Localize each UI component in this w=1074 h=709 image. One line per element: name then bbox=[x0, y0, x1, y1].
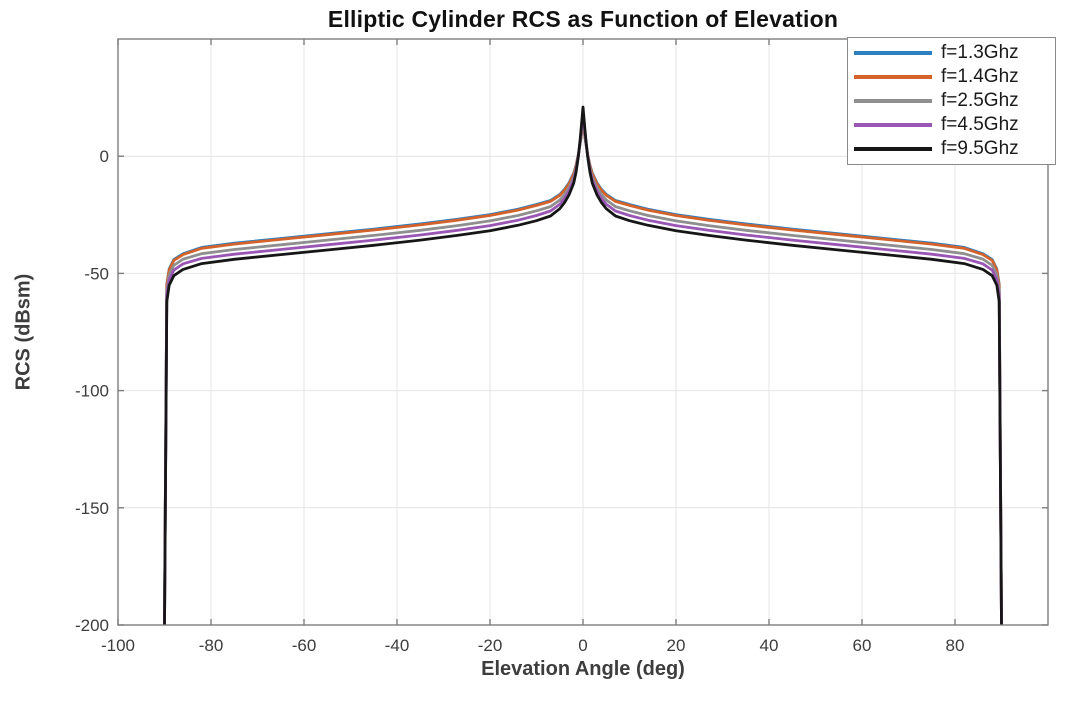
legend: f=1.3Ghz f=1.4Ghz f=2.5Ghz f=4.5Ghz f=9.5Ghz bbox=[847, 37, 1056, 165]
y-tick-label: -200 bbox=[75, 616, 109, 635]
x-tick-label: 60 bbox=[853, 636, 872, 655]
x-tick-label: -20 bbox=[478, 636, 503, 655]
legend-entry: f=2.5Ghz bbox=[854, 90, 1049, 113]
x-tick-label: -100 bbox=[101, 636, 135, 655]
y-tick-label: -150 bbox=[75, 499, 109, 518]
legend-entry: f=1.3Ghz bbox=[854, 42, 1049, 65]
legend-entry: f=4.5Ghz bbox=[854, 114, 1049, 137]
legend-entry: f=9.5Ghz bbox=[854, 138, 1049, 161]
curve-f-9.5ghz bbox=[163, 105, 1003, 625]
x-tick-label: 80 bbox=[946, 636, 965, 655]
x-axis-label: Elevation Angle (deg) bbox=[481, 658, 685, 680]
legend-line-swatch bbox=[854, 147, 932, 151]
legend-label: f=1.3Ghz bbox=[941, 42, 1019, 63]
y-tick-label: -50 bbox=[84, 264, 109, 283]
legend-line-swatch bbox=[854, 75, 932, 79]
legend-label: f=2.5Ghz bbox=[941, 90, 1019, 111]
chart-title: Elliptic Cylinder RCS as Function of Ele… bbox=[327, 6, 839, 32]
legend-label: f=1.4Ghz bbox=[941, 66, 1019, 87]
legend-label: f=4.5Ghz bbox=[941, 114, 1019, 135]
x-tick-label: 40 bbox=[760, 636, 779, 655]
legend-entry: f=1.4Ghz bbox=[854, 66, 1049, 89]
x-tick-label: -80 bbox=[199, 636, 224, 655]
x-tick-label: 0 bbox=[578, 636, 587, 655]
y-tick-label: 0 bbox=[100, 147, 109, 166]
legend-line-swatch bbox=[854, 123, 932, 127]
y-axis-label: RCS (dBsm) bbox=[12, 273, 35, 391]
y-tick-label: -100 bbox=[75, 382, 109, 401]
x-tick-label: 20 bbox=[667, 636, 686, 655]
x-tick-label: -40 bbox=[385, 636, 410, 655]
legend-line-swatch bbox=[854, 99, 932, 103]
legend-line-swatch bbox=[854, 51, 932, 55]
legend-label: f=9.5Ghz bbox=[941, 138, 1019, 159]
x-tick-label: -60 bbox=[292, 636, 317, 655]
